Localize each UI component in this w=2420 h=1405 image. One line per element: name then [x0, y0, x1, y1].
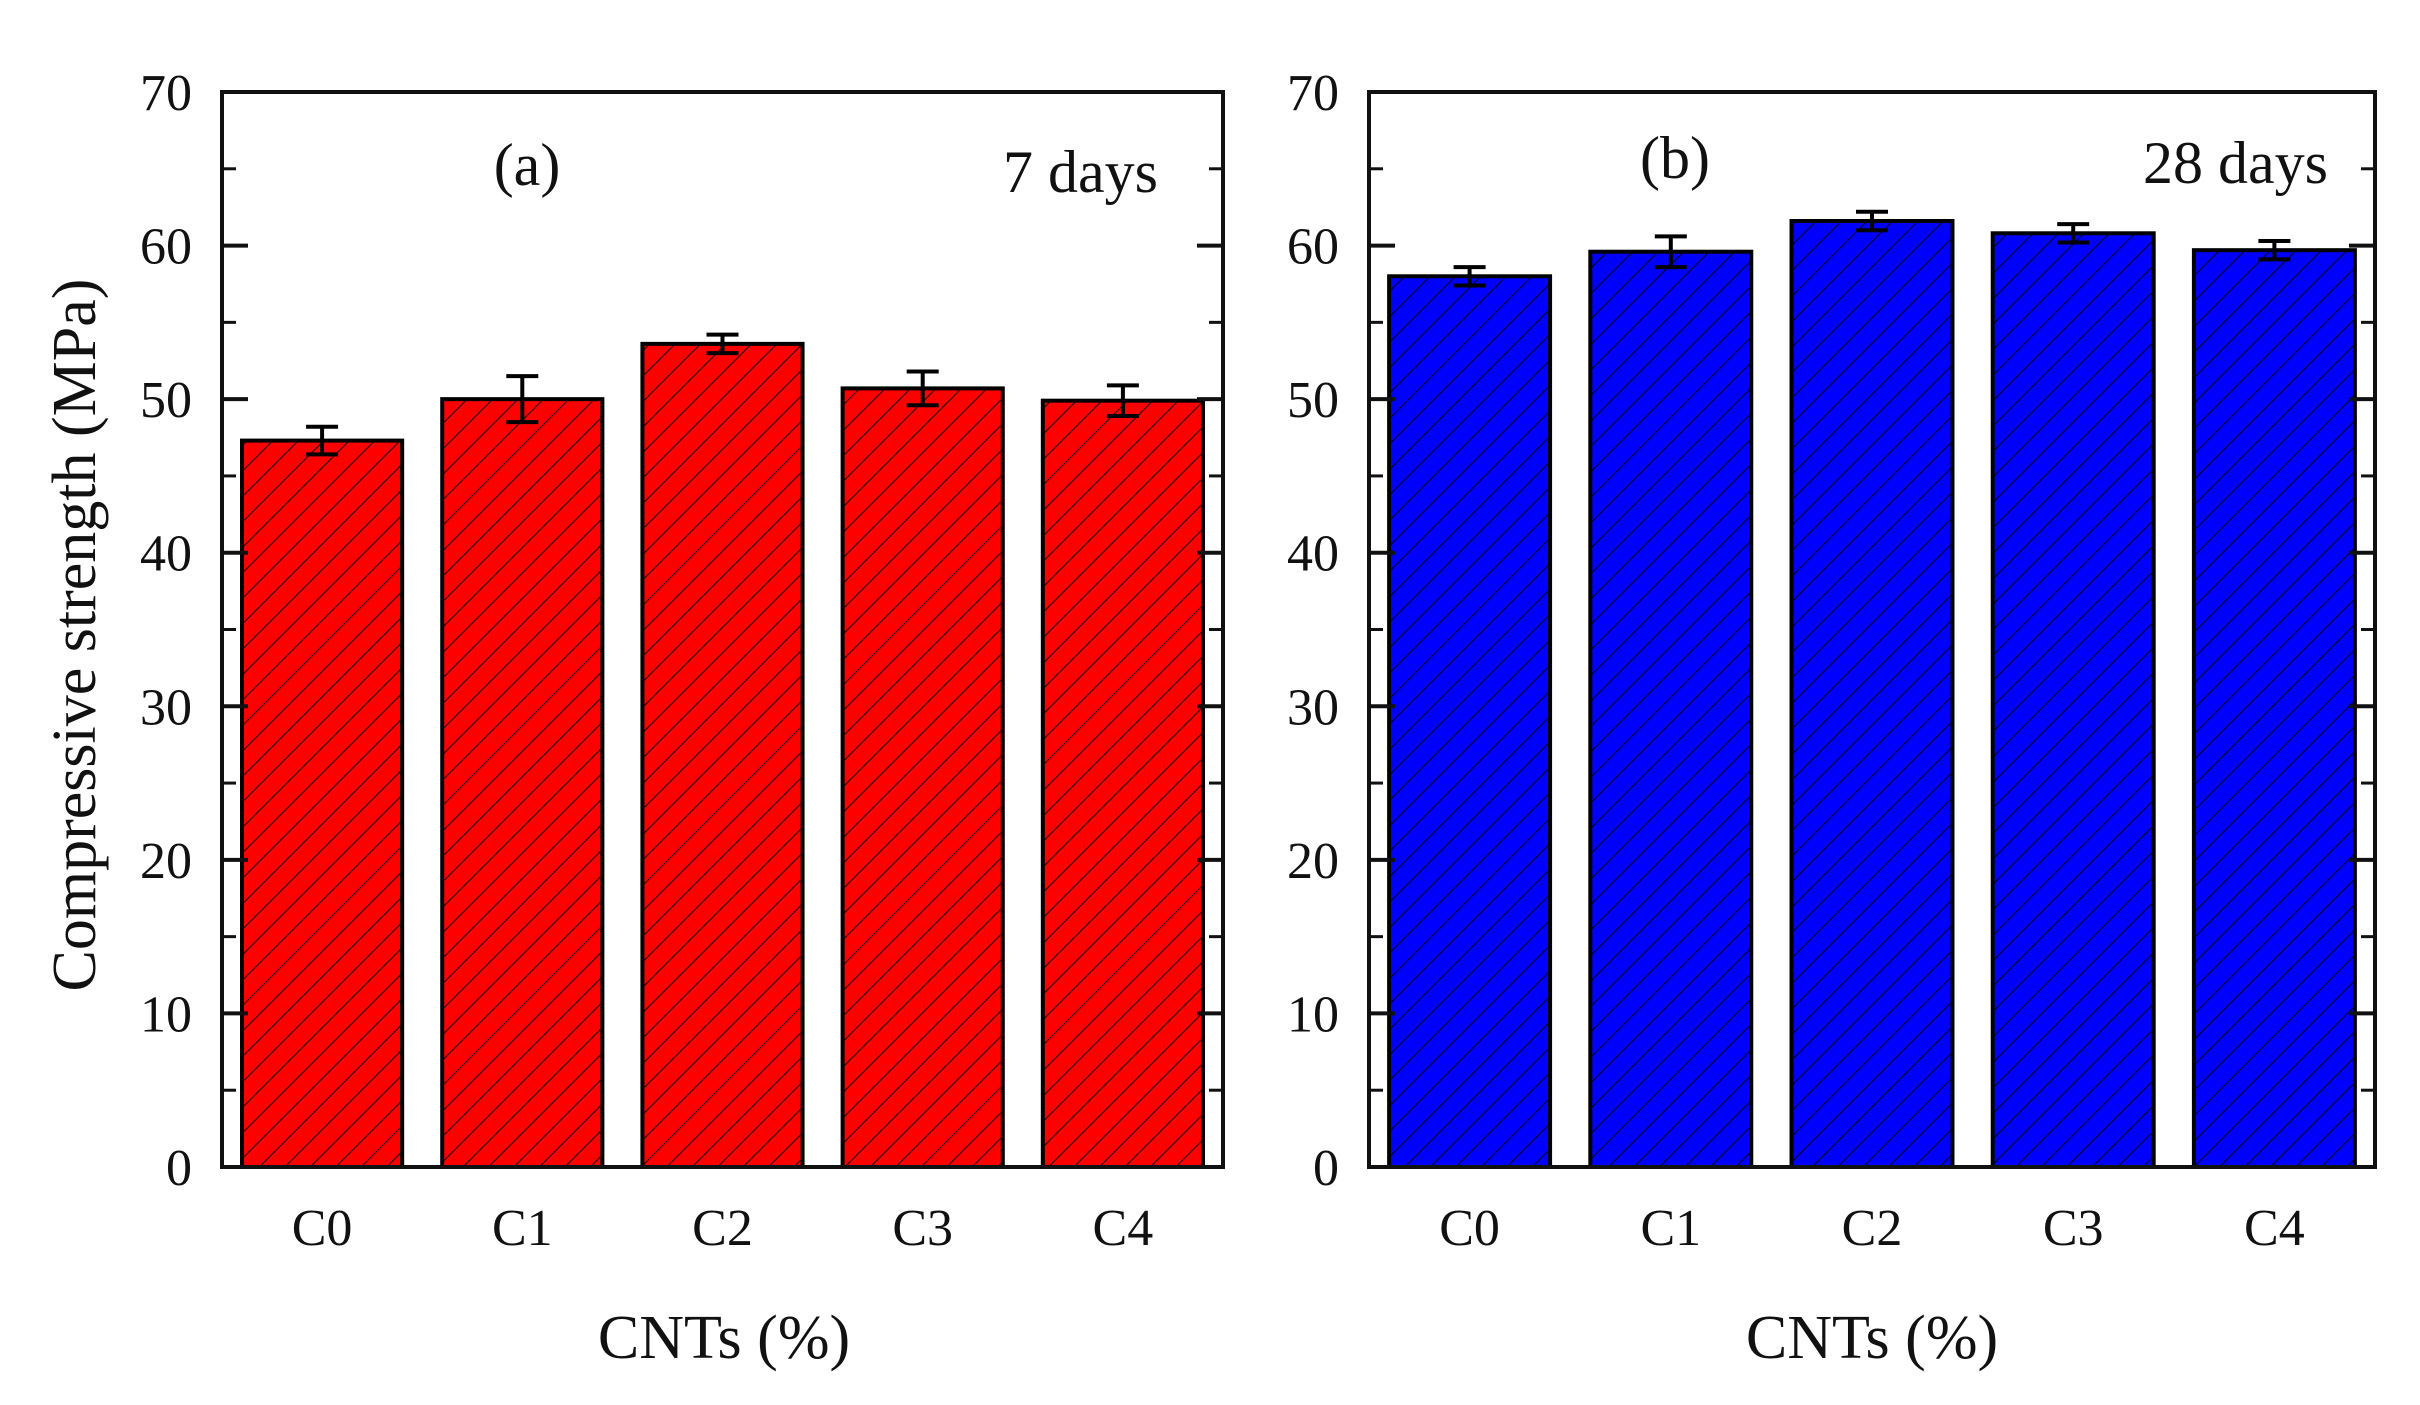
- panel-a-y-tick-label-40: 40: [140, 526, 192, 583]
- panel-a-y-tick-label-60: 60: [140, 219, 192, 276]
- panel-b-annotation: 28 days: [2143, 130, 2328, 196]
- panel-b-y-tick-label-20: 20: [1287, 833, 1339, 890]
- panel-b-x-axis-label: CNTs (%): [1746, 1304, 1998, 1372]
- panel-a-y-tick-label-30: 30: [140, 679, 192, 736]
- panel-b-error-bar-C0: [1453, 265, 1486, 288]
- panel-b-28-days: 0 10 20 30 40 50 60 70 C0 C1 C2 C3 C4 (b) 28 days C…: [1287, 65, 2377, 1372]
- panel-a-bar-hatch-C0: [242, 440, 403, 1167]
- panel-b-y-tick-label-0: 0: [1313, 1140, 1339, 1197]
- panel-b-error-bar-C4: [2258, 238, 2291, 262]
- panel-b-y-tick-label-30: 30: [1287, 679, 1339, 736]
- panel-a-bar-hatch-C2: [642, 343, 803, 1167]
- panel-b-y-tick-label-40: 40: [1287, 526, 1339, 583]
- panel-a-error-bar-C0: [306, 424, 339, 457]
- panel-b-error-bar-C3: [2057, 222, 2090, 245]
- panel-a-7-days: 0 10 20 30 40 50 60 70 C0 C1 C2 C3 C4 (a) 7 days CN…: [41, 65, 1225, 1372]
- panel-b-y-tick-label-10: 10: [1287, 986, 1339, 1043]
- panel-a-error-bars: [306, 332, 1139, 457]
- panel-a-y-tick-label-50: 50: [140, 372, 192, 429]
- panel-b-x-ticks: C0 C1 C2 C3 C4: [1439, 1200, 2304, 1257]
- panel-b-bar-hatch-C1: [1590, 251, 1752, 1167]
- panel-b-error-bars: [1453, 209, 2291, 288]
- panel-a-bars: [240, 341, 1205, 1170]
- panel-b-y-ticks: 0 10 20 30 40 50 60 70: [1287, 65, 2375, 1197]
- panel-a-x-tick-C1: C1: [492, 1200, 553, 1257]
- panel-a-error-bar-C2: [706, 332, 739, 356]
- panel-b-bar-hatch-C0: [1389, 276, 1551, 1167]
- panel-a-x-tick-C2: C2: [692, 1200, 753, 1257]
- panel-a-error-bar-C1: [506, 374, 539, 425]
- panel-a-error-bar-C4: [1106, 383, 1139, 419]
- panel-a-y-tick-label-70: 70: [140, 65, 192, 122]
- panel-a-x-tick-C0: C0: [292, 1200, 353, 1257]
- panel-a-annotation: 7 days: [1003, 139, 1158, 205]
- panel-b-bar-hatch-C4: [2193, 250, 2355, 1167]
- y-axis-label: Compressive strength (MPa): [41, 279, 109, 992]
- panel-b-x-tick-C1: C1: [1640, 1200, 1701, 1257]
- panel-a-y-tick-label-10: 10: [140, 986, 192, 1043]
- panel-a-label: (a): [494, 132, 561, 198]
- panel-a-bar-hatch-C4: [1042, 400, 1203, 1167]
- panel-b-bar-hatch-C3: [1992, 233, 2154, 1168]
- panel-b-y-tick-label-70: 70: [1287, 65, 1339, 122]
- panel-b-bar-hatch-C2: [1791, 221, 1953, 1167]
- panel-a-y-ticks: 0 10 20 30 40 50 60 70: [140, 65, 1223, 1197]
- panel-b-y-tick-label-50: 50: [1287, 372, 1339, 429]
- panel-b-error-bar-C2: [1856, 209, 1888, 233]
- panel-a-x-tick-C3: C3: [892, 1200, 953, 1257]
- panel-a-x-tick-C4: C4: [1093, 1200, 1154, 1257]
- panel-a-y-tick-label-0: 0: [166, 1140, 192, 1197]
- panel-b-y-tick-label-60: 60: [1287, 219, 1339, 276]
- panel-a-bar-hatch-C1: [442, 399, 603, 1168]
- panel-a-error-bar-C3: [906, 369, 939, 408]
- panel-b-x-tick-C4: C4: [2244, 1200, 2305, 1257]
- panel-b-x-tick-C2: C2: [1842, 1200, 1903, 1257]
- panel-a-x-axis-label: CNTs (%): [598, 1304, 850, 1372]
- panel-a-bar-hatch-C3: [842, 388, 1003, 1168]
- panel-b-label: (b): [1640, 125, 1710, 191]
- panel-b-error-bar-C1: [1654, 234, 1687, 270]
- panel-b-bars: [1387, 219, 2357, 1170]
- panel-b-x-tick-C3: C3: [2043, 1200, 2104, 1257]
- panel-a-x-ticks: C0 C1 C2 C3 C4: [292, 1200, 1153, 1257]
- panel-b-x-tick-C0: C0: [1439, 1200, 1500, 1257]
- panel-a-y-tick-label-20: 20: [140, 833, 192, 890]
